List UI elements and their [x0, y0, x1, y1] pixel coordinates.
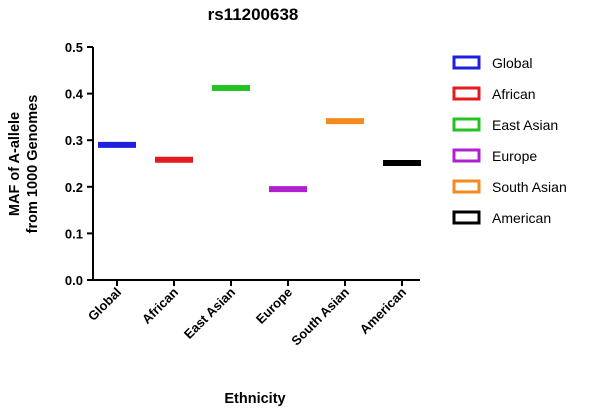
x-tick-label: East Asian: [181, 284, 238, 341]
x-tick-label: American: [357, 284, 410, 337]
y-tick-label: 0.2: [65, 180, 83, 195]
y-axis-title-line-1: MAF of A-allele: [7, 112, 23, 216]
y-tick-label: 0.1: [65, 226, 83, 241]
y-tick-label: 0.5: [65, 40, 83, 55]
y-axis: 0.0 0.1 0.2 0.3 0.4 0.5: [65, 40, 94, 288]
y-tick-label: 0.4: [65, 87, 84, 102]
x-tick-label: Global: [85, 285, 124, 324]
y-axis-title-line-2: from 1000 Genomes: [25, 95, 41, 234]
legend: Global African East Asian Europe South Asian…: [452, 55, 567, 226]
x-tick-label: South Asian: [288, 284, 352, 348]
legend-swatch: [452, 179, 481, 194]
legend-label: American: [492, 210, 551, 226]
legend-label: East Asian: [492, 117, 558, 133]
x-tick-label: Europe: [253, 285, 295, 327]
legend-label: African: [492, 86, 536, 102]
x-axis-title: Ethnicity: [224, 391, 285, 407]
legend-label: South Asian: [492, 179, 567, 195]
legend-swatch: [452, 148, 481, 163]
y-tick-label: 0.0: [65, 273, 83, 288]
chart-title: rs11200638: [208, 5, 299, 24]
legend-swatch: [452, 55, 481, 70]
legend-swatch: [452, 117, 481, 132]
y-axis-title: MAF of A-allele from 1000 Genomes: [7, 95, 41, 234]
y-tick-label: 0.3: [65, 133, 83, 148]
legend-label: Global: [492, 55, 532, 71]
legend-label: Europe: [492, 148, 537, 164]
legend-swatch: [452, 210, 481, 225]
legend-swatch: [452, 86, 481, 101]
x-tick-label: African: [139, 284, 181, 326]
data-marks: [98, 85, 421, 193]
